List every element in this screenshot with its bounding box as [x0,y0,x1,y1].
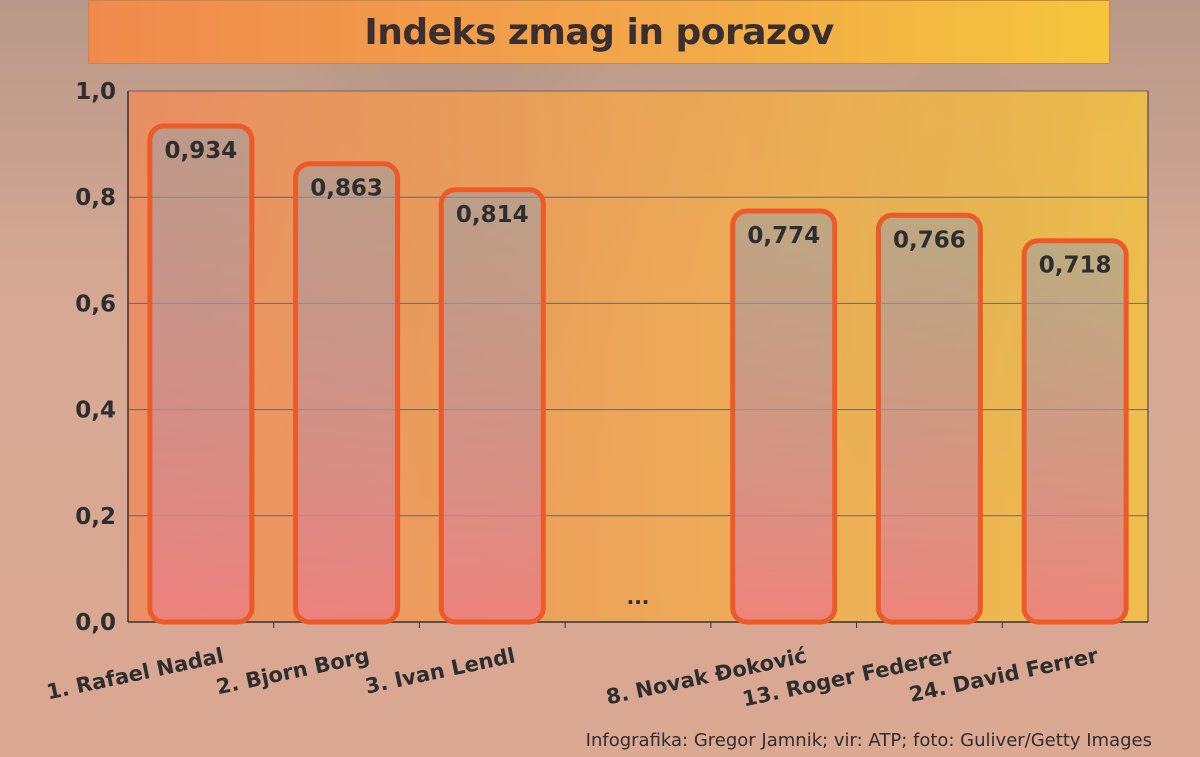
x-tick-label: 2. Bjorn Borg [214,643,372,699]
bar-value-label: 0,774 [747,223,820,249]
gap-ellipsis: ... [627,585,650,609]
x-tick-label: 3. Ivan Lendl [363,643,517,698]
bar [730,208,838,625]
chart-title: Indeks zmag in porazov [364,11,834,53]
title-banner: Indeks zmag in porazov [88,0,1110,64]
bar [293,161,401,625]
y-tick-label: 0,0 [75,610,116,636]
plot-area [128,91,1148,622]
bar-value-label: 0,934 [164,138,237,164]
bar [1021,238,1129,625]
bar-value-label: 0,766 [893,227,966,253]
y-tick-label: 0,4 [75,398,116,424]
y-tick-label: 0,6 [75,291,116,317]
bar-value-label: 0,814 [456,202,529,228]
bar [147,123,255,625]
y-tick-label: 0,2 [75,504,116,530]
y-tick-label: 0,8 [75,185,116,211]
x-tick-label: 1. Rafael Nadal [44,643,225,704]
y-tick-label: 1,0 [75,79,116,105]
bar-value-label: 0,718 [1039,253,1112,279]
bar [438,187,546,625]
source-credit: Infografika: Gregor Jamnik; vir: ATP; fo… [585,730,1152,751]
bar [875,212,983,625]
bar-value-label: 0,863 [310,176,383,202]
